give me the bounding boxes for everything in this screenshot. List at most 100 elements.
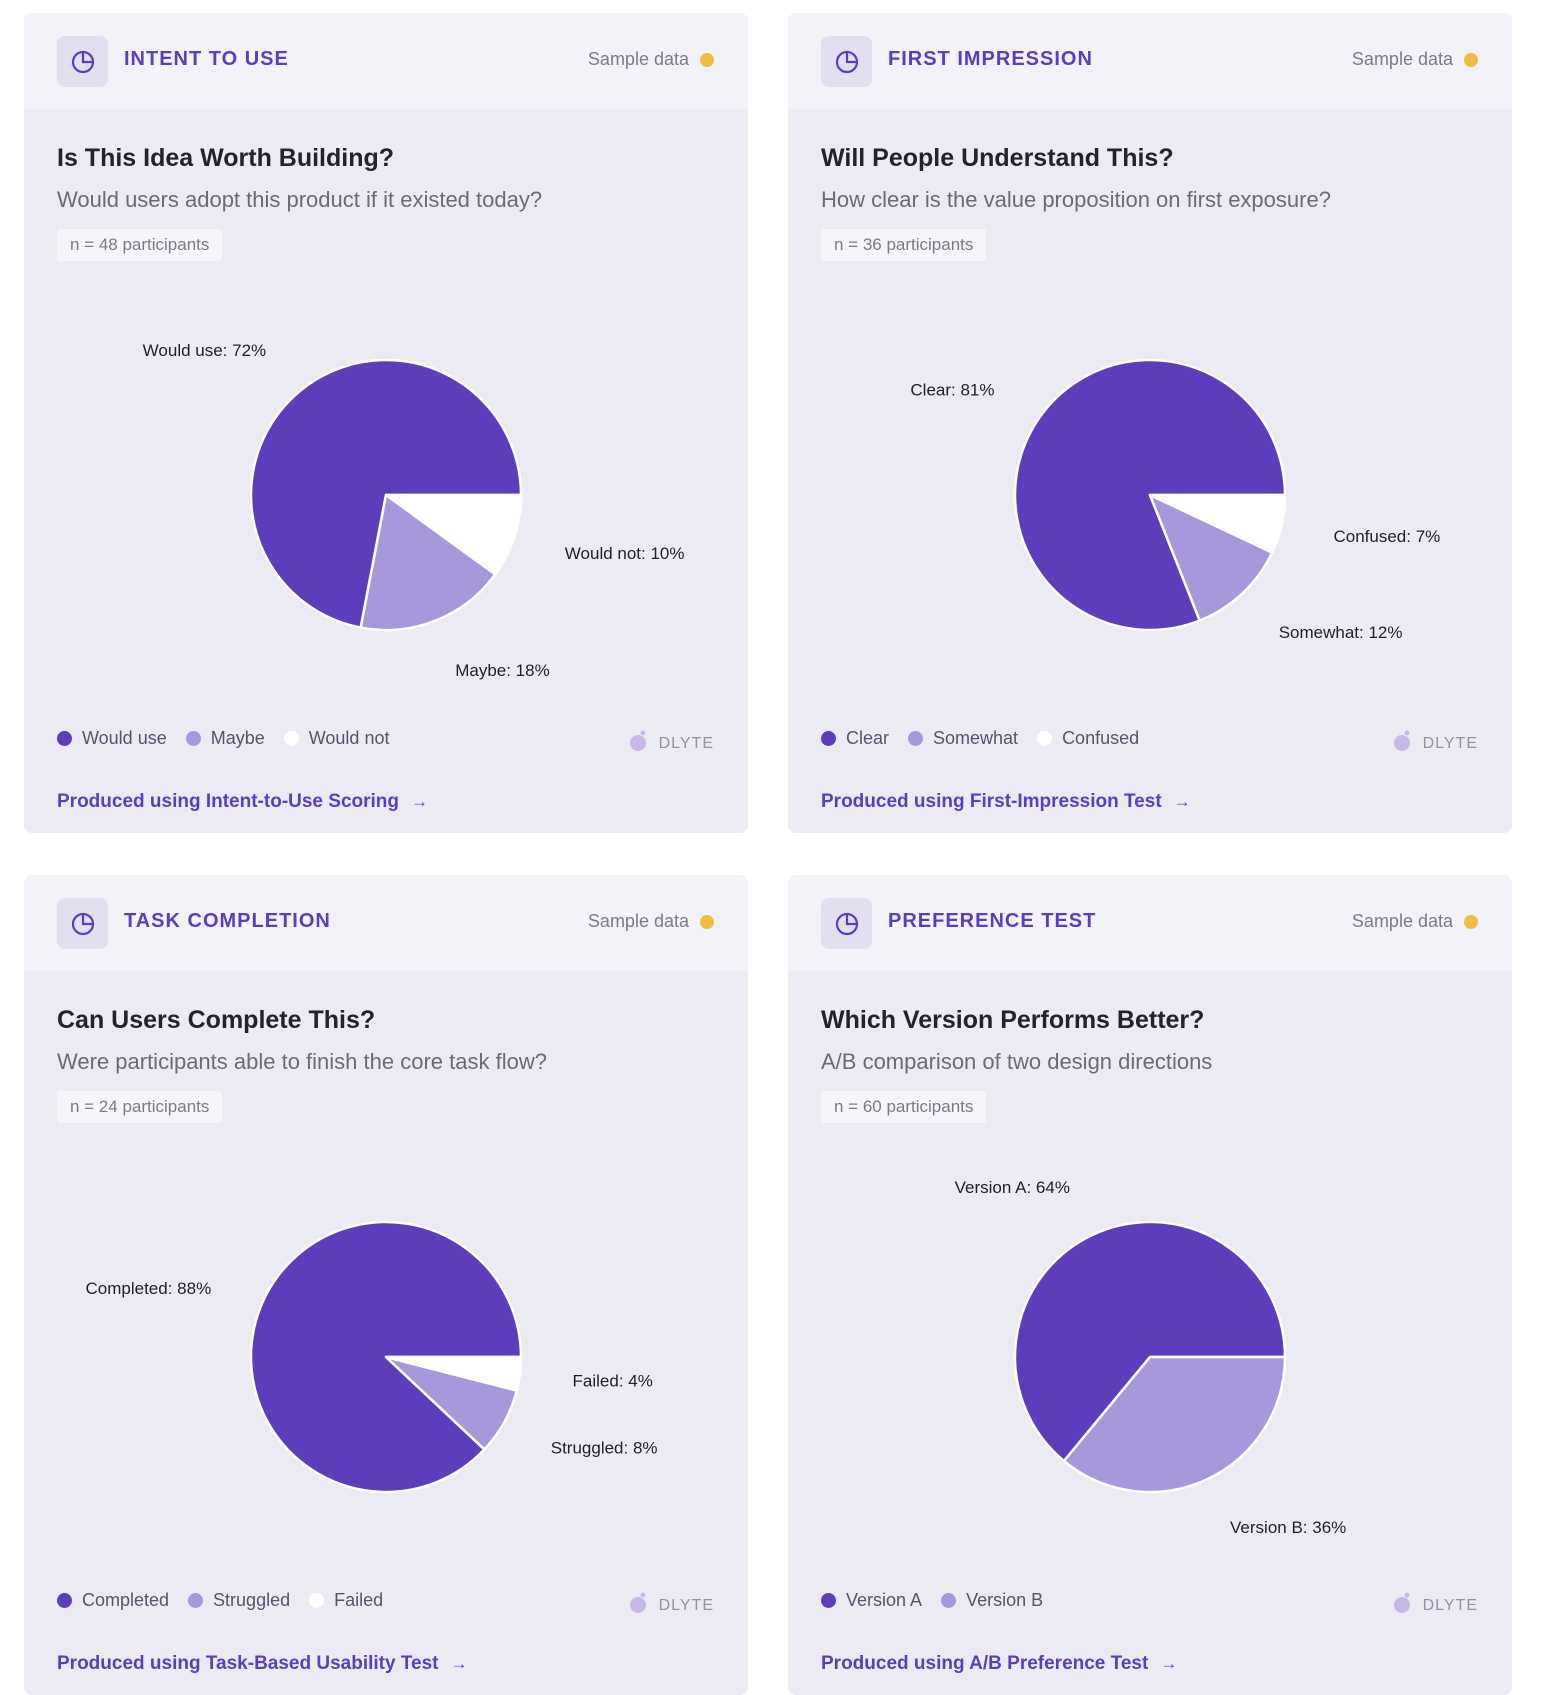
card-header: PREFERENCE TEST Sample data xyxy=(788,875,1512,971)
pie-slice-confused xyxy=(1148,493,1287,554)
legend-swatch xyxy=(57,1593,72,1608)
sample-data-dot xyxy=(1464,914,1478,929)
chart-legend: Would use Maybe Would not xyxy=(57,728,408,749)
sample-data-label: Sample data xyxy=(1351,49,1453,69)
dlyte-logo-icon xyxy=(1393,730,1413,757)
pie-chart-icon xyxy=(57,898,108,949)
card-title: Which Version Performs Better? xyxy=(821,1006,1205,1034)
legend-label: Confused xyxy=(1062,728,1140,748)
card-title: Can Users Complete This? xyxy=(57,1006,376,1034)
legend-item: Completed xyxy=(57,1590,169,1611)
produced-using-link[interactable]: Produced using Intent-to-Use Scoring → xyxy=(57,791,428,813)
card-title: Is This Idea Worth Building? xyxy=(57,144,395,172)
legend-label: Failed xyxy=(334,1590,384,1610)
participants-badge: n = 36 participants xyxy=(821,229,987,261)
legend-label: Maybe xyxy=(210,728,265,748)
produced-using-link[interactable]: Produced using First-Impression Test → xyxy=(821,791,1191,813)
chart-card: TASK COMPLETION Sample data Can Users Co… xyxy=(24,875,748,1695)
slice-label: Would use: 72% xyxy=(143,341,266,360)
produced-using-label: Produced using First-Impression Test xyxy=(821,791,1162,812)
legend-swatch xyxy=(283,731,299,746)
sample-data-indicator: Sample data xyxy=(588,911,714,932)
legend-label: Version A xyxy=(846,1590,923,1610)
chart-legend: Clear Somewhat Confused xyxy=(821,728,1158,749)
legend-swatch xyxy=(309,1593,325,1608)
sample-data-label: Sample data xyxy=(1351,911,1453,931)
slice-label: Struggled: 8% xyxy=(551,1439,658,1458)
chart-card: FIRST IMPRESSION Sample data Will People… xyxy=(788,13,1512,833)
card-header: INTENT TO USE Sample data xyxy=(24,13,748,109)
sample-data-label: Sample data xyxy=(587,911,689,931)
card-category: INTENT TO USE xyxy=(124,48,289,70)
slice-label: Would not: 10% xyxy=(565,544,685,563)
arrow-right-icon: → xyxy=(1173,792,1191,811)
sample-data-dot xyxy=(700,52,714,67)
sample-data-indicator: Sample data xyxy=(1352,49,1478,70)
pie-chart-icon xyxy=(821,36,872,87)
pie-slice-somewhat xyxy=(1148,493,1274,622)
produced-using-link[interactable]: Produced using Task-Based Usability Test… xyxy=(57,1653,468,1675)
brand-mark: DLYTE xyxy=(629,730,714,757)
produced-using-label: Produced using Task-Based Usability Test xyxy=(57,1653,439,1674)
participants-badge: n = 60 participants xyxy=(821,1091,987,1123)
card-subtitle: A/B comparison of two design directions xyxy=(821,1049,1213,1074)
produced-using-label: Produced using A/B Preference Test xyxy=(821,1653,1149,1674)
pie-svg: Clear: 81% Somewhat: 12% Confused: 7% xyxy=(910,358,1440,642)
legend-item: Confused xyxy=(1037,728,1139,749)
pie-chart: Completed: 88% Struggled: 8% Failed: 4% xyxy=(24,1135,748,1555)
legend-item: Somewhat xyxy=(908,728,1018,749)
legend-swatch xyxy=(821,731,836,746)
legend-label: Somewhat xyxy=(933,728,1019,748)
card-subtitle: Were participants able to finish the cor… xyxy=(57,1049,547,1074)
arrow-right-icon: → xyxy=(1160,1654,1178,1673)
pie-slice-version-a xyxy=(1013,1220,1287,1463)
brand-label: DLYTE xyxy=(658,734,714,752)
legend-swatch xyxy=(57,731,72,746)
arrow-right-icon: → xyxy=(411,792,429,811)
legend-swatch xyxy=(908,731,924,746)
legend-item: Would use xyxy=(57,728,167,749)
legend-swatch xyxy=(185,731,201,746)
brand-mark: DLYTE xyxy=(1393,1592,1478,1619)
legend-label: Struggled xyxy=(213,1590,291,1610)
pie-chart: Version A: 64% Version B: 36% xyxy=(788,1135,1512,1555)
pie-chart-icon xyxy=(57,36,108,87)
legend-label: Would not xyxy=(308,728,390,748)
legend-swatch xyxy=(1037,731,1053,746)
sample-data-dot xyxy=(700,914,714,929)
pie-slice-would-not xyxy=(384,493,523,576)
brand-mark: DLYTE xyxy=(629,1592,714,1619)
legend-item: Would not xyxy=(283,728,390,749)
legend-label: Clear xyxy=(846,728,890,748)
pie-chart-icon xyxy=(821,898,872,949)
pie-svg: Completed: 88% Struggled: 8% Failed: 4% xyxy=(86,1220,658,1494)
legend-label: Would use xyxy=(82,728,167,748)
legend-swatch xyxy=(188,1593,204,1608)
card-category: PREFERENCE TEST xyxy=(888,910,1097,932)
card-category: FIRST IMPRESSION xyxy=(888,48,1093,70)
legend-item: Version B xyxy=(941,1590,1043,1611)
legend-swatch xyxy=(941,1593,957,1608)
dlyte-logo-icon xyxy=(1393,1592,1413,1619)
legend-label: Version B xyxy=(966,1590,1044,1610)
dlyte-logo-icon xyxy=(629,1592,649,1619)
brand-label: DLYTE xyxy=(1422,1596,1478,1614)
dlyte-logo-icon xyxy=(629,730,649,757)
legend-item: Maybe xyxy=(185,728,265,749)
slice-label: Version A: 64% xyxy=(955,1178,1070,1197)
pie-svg: Would use: 72% Maybe: 18% Would not: 10% xyxy=(143,341,685,680)
sample-data-indicator: Sample data xyxy=(1352,911,1478,932)
pie-chart: Clear: 81% Somewhat: 12% Confused: 7% xyxy=(788,273,1512,693)
sample-data-indicator: Sample data xyxy=(588,49,714,70)
card-header: FIRST IMPRESSION Sample data xyxy=(788,13,1512,109)
slice-label: Confused: 7% xyxy=(1333,527,1440,546)
brand-label: DLYTE xyxy=(658,1596,714,1614)
card-header: TASK COMPLETION Sample data xyxy=(24,875,748,971)
slice-label: Maybe: 18% xyxy=(455,661,549,680)
chart-card: INTENT TO USE Sample data Is This Idea W… xyxy=(24,13,748,833)
arrow-right-icon: → xyxy=(450,1654,468,1673)
legend-label: Completed xyxy=(82,1590,170,1610)
produced-using-link[interactable]: Produced using A/B Preference Test → xyxy=(821,1653,1177,1675)
slice-label: Clear: 81% xyxy=(910,380,994,399)
